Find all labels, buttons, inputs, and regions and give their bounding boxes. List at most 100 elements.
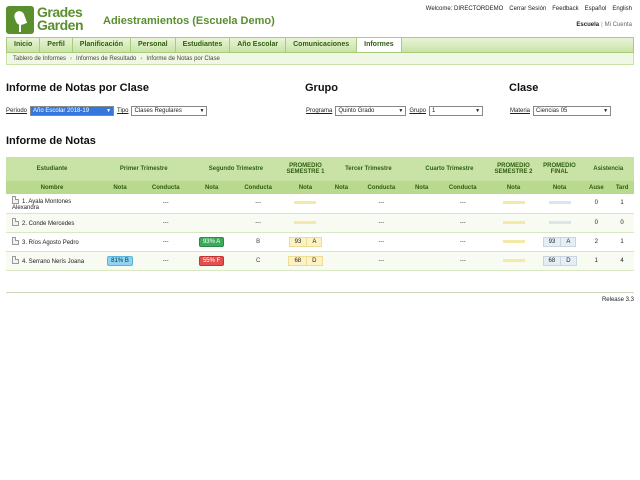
- conduct-cell: ---: [233, 213, 283, 233]
- absences-cell: 0: [582, 194, 611, 214]
- col-group-p1: PROMEDIO SEMESTRE 1: [282, 157, 329, 181]
- breadcrumb-item[interactable]: Tablero de Informes: [13, 55, 67, 62]
- grade-cell: [98, 194, 142, 214]
- conduct-cell: C: [233, 251, 283, 271]
- empty-average: [502, 201, 525, 205]
- programa-select[interactable]: Quinto Grado ▼: [335, 106, 407, 116]
- class-filters: Materia Ciencias 05 ▼: [510, 106, 612, 116]
- grade-cell: [328, 251, 355, 271]
- grade-cell: [408, 194, 436, 214]
- leaf-logo-icon: [6, 6, 34, 34]
- average-cell: [282, 213, 329, 233]
- document-icon[interactable]: [12, 237, 19, 245]
- lang-es-link[interactable]: Español: [584, 6, 607, 12]
- student-name-cell[interactable]: 1. Ayala Montones Alexandra: [6, 194, 98, 214]
- nav-item[interactable]: Perfil: [40, 38, 73, 52]
- final-average-cell: [536, 194, 583, 214]
- nav-item[interactable]: Inicio: [7, 38, 41, 52]
- nav-item[interactable]: Comunicaciones: [286, 38, 358, 52]
- school-link[interactable]: Escuela: [576, 22, 600, 28]
- col-group-estudiante: Estudiante: [6, 157, 98, 181]
- average-score: 68 D: [288, 255, 323, 266]
- col-nota: Nota: [536, 181, 583, 194]
- lang-en-link[interactable]: English: [612, 6, 632, 12]
- nav-item[interactable]: Planificación: [73, 38, 131, 52]
- col-nota: Nota: [282, 181, 329, 194]
- logo[interactable]: Grades Garden: [6, 5, 94, 34]
- conduct-cell: ---: [435, 194, 491, 214]
- average-score: 93 A: [288, 236, 323, 247]
- empty-average: [548, 201, 571, 205]
- col-group-t4: Cuarto Trimestre: [408, 157, 491, 181]
- top-links: Welcome: DIRECTORDEMO Cerrar Sesión Feed…: [426, 6, 632, 12]
- col-tard: Tard: [610, 181, 634, 194]
- average-cell: [490, 232, 537, 252]
- average-score: 68 D: [542, 255, 577, 266]
- grade-cell: [328, 232, 355, 252]
- student-name-cell[interactable]: 3. Ríos Agosto Pedro: [6, 232, 98, 252]
- absences-cell: 2: [582, 232, 611, 252]
- empty-average: [294, 201, 317, 205]
- empty-average: [502, 258, 525, 262]
- nav-item[interactable]: Personal: [131, 38, 176, 52]
- group-filters: Programa Quinto Grado ▼ Grupo 1 ▼: [306, 106, 484, 116]
- empty-average: [502, 220, 525, 224]
- document-icon[interactable]: [12, 218, 19, 226]
- absences-cell: 1: [582, 251, 611, 271]
- grade-cell: [189, 213, 234, 233]
- logout-link[interactable]: Cerrar Sesión: [509, 6, 547, 12]
- col-nota: Nota: [328, 181, 355, 194]
- grupo-select[interactable]: 1 ▼: [429, 106, 484, 116]
- col-nota: Nota: [408, 181, 436, 194]
- grade-cell: 93% A: [189, 232, 234, 252]
- app-title: Adiestramientos (Escuela Demo): [103, 15, 275, 27]
- feedback-link[interactable]: Feedback: [552, 6, 579, 12]
- main-nav: Inicio Perfil Planificación Personal Estudia…: [6, 37, 634, 53]
- empty-average: [294, 220, 317, 224]
- grade-cell: [98, 232, 142, 252]
- chevron-down-icon: ▼: [199, 108, 205, 114]
- col-group-p2: PROMEDIO SEMESTRE 2: [490, 157, 537, 181]
- grade-cell: [408, 213, 436, 233]
- average-cell: 93 A: [282, 232, 329, 252]
- student-name-cell[interactable]: 2. Conde Mercedes: [6, 213, 98, 233]
- breadcrumb-item: Informe de Notas por Clase: [146, 55, 220, 62]
- document-icon[interactable]: [12, 195, 19, 204]
- average-cell: 68 D: [282, 251, 329, 271]
- materia-select[interactable]: Ciencias 05 ▼: [533, 106, 612, 116]
- conduct-cell: ---: [354, 194, 409, 214]
- conduct-cell: ---: [142, 194, 190, 214]
- student-name-cell[interactable]: 4. Serrano Nerís Joana: [6, 251, 98, 271]
- grade-badge: 81% B: [107, 255, 133, 266]
- col-conducta: Conducta: [233, 181, 283, 194]
- account-link[interactable]: Mi Cuenta: [604, 22, 632, 28]
- chevron-down-icon: ▼: [603, 108, 609, 114]
- grade-badge: 55% F: [198, 255, 225, 266]
- grade-cell: [408, 251, 436, 271]
- conduct-cell: ---: [142, 251, 190, 271]
- col-conducta: Conducta: [354, 181, 409, 194]
- document-icon[interactable]: [12, 256, 19, 264]
- grupo-label: Grupo: [409, 108, 427, 114]
- col-group-asistencia: Asistencia: [582, 157, 634, 181]
- group-heading: Grupo: [305, 82, 338, 94]
- periodo-select[interactable]: Año Escolar 2018-19 ▼: [30, 106, 115, 116]
- conduct-cell: ---: [142, 232, 190, 252]
- table-row: 2. Conde Mercedes --- --- --- --- 0 0: [6, 213, 634, 233]
- account-links: Escuela | Mi Cuenta: [576, 22, 632, 28]
- tipo-select[interactable]: Clases Regulares ▼: [131, 106, 208, 116]
- nav-item[interactable]: Informes: [357, 38, 402, 52]
- conduct-cell: ---: [354, 213, 409, 233]
- report-title: Informe de Notas: [6, 135, 96, 147]
- nav-item[interactable]: Estudiantes: [176, 38, 231, 52]
- average-cell: [490, 251, 537, 271]
- periodo-label: Período: [6, 108, 28, 114]
- col-group-pf: PROMEDIO FINAL: [536, 157, 583, 181]
- programa-label: Programa: [306, 108, 333, 114]
- breadcrumb-item[interactable]: Informes de Resultado: [76, 55, 137, 62]
- tardies-cell: 0: [610, 213, 634, 233]
- conduct-cell: ---: [142, 213, 190, 233]
- nav-item[interactable]: Año Escolar: [230, 38, 287, 52]
- col-nombre[interactable]: Nombre: [6, 181, 98, 194]
- final-average-cell: 68 D: [536, 251, 583, 271]
